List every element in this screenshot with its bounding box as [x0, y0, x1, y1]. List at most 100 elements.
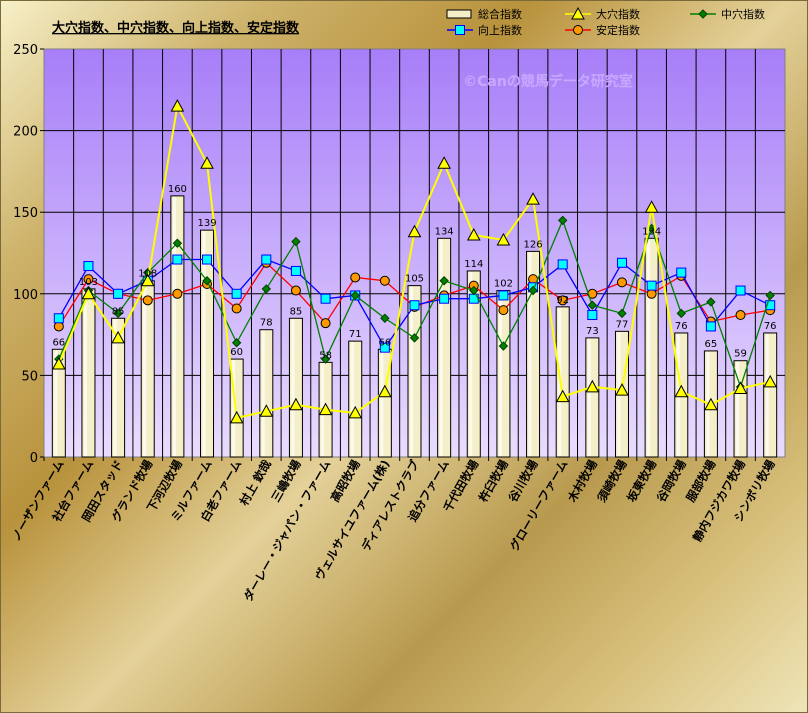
bar-value-label: 66	[52, 337, 65, 348]
legend-label: 安定指数	[596, 23, 640, 37]
point-square	[172, 254, 183, 265]
bar-value-label: 134	[642, 226, 661, 237]
point-triangle	[407, 224, 422, 238]
point-diamond	[320, 354, 331, 364]
bar-value-label: 71	[349, 329, 362, 340]
point-diamond	[291, 236, 301, 247]
y-tick-label: 0	[30, 451, 38, 466]
point-circle	[350, 272, 361, 283]
point-triangle	[674, 384, 689, 398]
bar-highlight	[765, 333, 769, 456]
point-triangle	[763, 374, 778, 388]
point-triangle	[229, 410, 244, 424]
series-triangle	[51, 99, 778, 424]
point-diamond	[439, 276, 449, 286]
point-square	[439, 293, 450, 304]
point-circle	[498, 305, 509, 316]
chart-title: 大穴指数、中穴指数、向上指数、安定指数	[52, 20, 300, 36]
bar-value-label: 76	[675, 321, 688, 332]
bar-value-label: 85	[112, 306, 125, 317]
bar-highlight	[647, 239, 651, 456]
y-tick-label: 100	[13, 288, 38, 303]
bar-value-label: 92	[556, 295, 569, 306]
legend-marker	[571, 6, 585, 20]
bar-value-label: 102	[494, 279, 513, 290]
point-triangle	[111, 330, 125, 344]
legend-item: 安定指数	[565, 23, 640, 37]
legend-item: 向上指数	[447, 23, 522, 37]
legend-item: 中穴指数	[690, 7, 765, 21]
bar-value-label: 126	[524, 239, 543, 250]
point-square	[53, 313, 64, 324]
point-square	[557, 259, 568, 270]
bar-value-label: 58	[319, 350, 332, 361]
legend-label: 向上指数	[478, 23, 522, 37]
bar-highlight	[350, 342, 354, 456]
bar-highlight	[202, 231, 206, 456]
point-circle	[172, 288, 183, 299]
bar-highlight	[143, 281, 147, 456]
bar-value-label: 77	[616, 319, 629, 330]
point-diamond	[113, 308, 123, 319]
point-diamond	[528, 285, 538, 296]
point-diamond	[765, 290, 775, 301]
point-triangle	[378, 384, 392, 398]
point-triangle	[733, 381, 748, 394]
bar-highlight	[83, 289, 87, 456]
point-square	[587, 310, 598, 321]
point-diamond	[469, 285, 479, 296]
bar-highlight	[54, 350, 58, 456]
y-tick-label: 50	[21, 369, 38, 384]
legend-marker	[573, 25, 583, 35]
point-square	[498, 290, 509, 301]
point-square	[646, 280, 657, 291]
point-diamond	[261, 284, 272, 294]
point-square	[113, 288, 124, 299]
point-circle	[142, 295, 153, 306]
point-circle	[379, 275, 390, 286]
point-triangle	[51, 356, 66, 370]
bar-highlight	[528, 252, 532, 456]
point-triangle	[555, 389, 570, 403]
point-circle	[616, 277, 627, 288]
bar-highlight	[439, 239, 443, 456]
series-lines	[51, 99, 778, 424]
bar-highlight	[261, 330, 265, 456]
bars	[51, 195, 778, 458]
y-tick-label: 250	[13, 43, 38, 58]
point-triangle	[585, 379, 600, 393]
point-diamond	[231, 338, 242, 348]
point-square	[616, 257, 627, 268]
y-axis: 0 50 100 150 200 250	[13, 43, 44, 466]
point-square	[705, 321, 716, 332]
bar-value-label: 76	[764, 321, 777, 332]
bar-value-label: 103	[79, 277, 98, 288]
point-diamond	[498, 341, 509, 351]
legend-label: 大穴指数	[596, 7, 640, 21]
point-circle	[320, 318, 331, 329]
bar-highlight	[172, 196, 176, 456]
point-triangle	[289, 397, 303, 411]
point-triangle	[170, 99, 185, 112]
legend-label: 中穴指数	[721, 7, 765, 21]
bar-value-label: 134	[435, 226, 454, 237]
point-diamond	[706, 297, 716, 307]
bar-highlight	[498, 291, 502, 456]
legend-marker	[455, 25, 465, 35]
legend-item: 総合指数	[446, 7, 522, 21]
point-triangle	[526, 192, 540, 205]
point-square	[735, 285, 746, 296]
point-diamond	[380, 313, 390, 323]
bar-highlight	[736, 361, 740, 456]
bar-value-label: 139	[197, 218, 216, 229]
point-square	[676, 267, 687, 278]
point-triangle	[466, 228, 481, 241]
point-triangle	[615, 383, 629, 396]
point-triangle	[437, 156, 451, 169]
point-diamond	[350, 290, 360, 301]
point-triangle	[200, 156, 214, 169]
point-triangle	[644, 200, 659, 213]
